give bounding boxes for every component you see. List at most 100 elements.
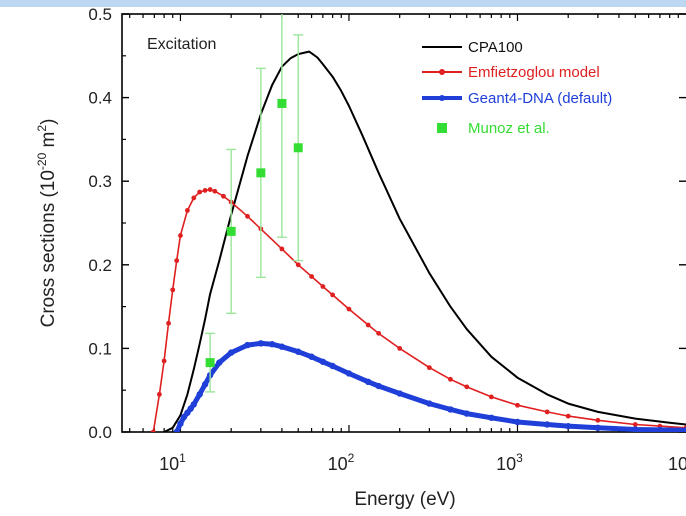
data-point-emfietzoglou-model — [309, 274, 314, 279]
data-point-geant4-dna-default — [329, 362, 336, 370]
series-layer — [150, 14, 686, 432]
data-point-geant4-dna-default — [177, 420, 184, 427]
y-tick-label: 0.1 — [88, 339, 112, 358]
data-point-geant4-dna-default — [426, 400, 433, 407]
data-point-emfietzoglou-model — [221, 193, 226, 199]
data-point-emfietzoglou-model — [330, 292, 336, 298]
data-point-emfietzoglou-model — [191, 195, 197, 201]
x-tick-base: 10 — [496, 454, 516, 474]
data-point-emfietzoglou-model — [166, 320, 171, 326]
data-point-geant4-dna-default — [565, 422, 572, 430]
data-point-emfietzoglou-model — [544, 409, 550, 415]
data-point-emfietzoglou-model — [150, 429, 156, 432]
y-tick-label: 0.0 — [88, 423, 112, 442]
data-point-emfietzoglou-model — [632, 422, 638, 427]
data-point-munoz-et-al — [205, 358, 215, 368]
data-point-munoz-et-al — [226, 226, 236, 236]
x-tick-label: 10 — [668, 454, 686, 474]
window-top-strip — [0, 0, 686, 7]
data-point-geant4-dna-default — [308, 353, 315, 360]
data-point-geant4-dna-default — [227, 349, 235, 356]
data-point-geant4-dna-default — [594, 424, 602, 432]
data-point-emfietzoglou-model — [365, 322, 371, 328]
data-point-emfietzoglou-model — [426, 365, 432, 371]
data-point-geant4-dna-default — [488, 414, 495, 421]
data-point-emfietzoglou-model — [515, 402, 520, 408]
data-point-geant4-dna-default — [278, 343, 286, 350]
legend-marker-munoz-et-al — [437, 123, 447, 133]
legend-label-emfietzoglou-model: Emfietzoglou model — [468, 64, 600, 81]
data-point-emfietzoglou-model — [174, 258, 180, 264]
data-point-emfietzoglou-model — [295, 262, 301, 268]
x-tick-label: 102 — [328, 451, 355, 474]
data-point-geant4-dna-default — [196, 391, 203, 398]
x-tick-label: 101 — [159, 451, 186, 474]
data-point-emfietzoglou-model — [448, 376, 453, 382]
data-point-geant4-dna-default — [543, 421, 551, 428]
y-axis-label-exponent: -20 — [35, 152, 49, 170]
excitation-annotation: Excitation — [147, 36, 216, 53]
data-point-emfietzoglou-model — [161, 358, 167, 364]
data-point-munoz-et-al — [293, 143, 303, 153]
legend-marker-emfietzoglou-model — [439, 69, 445, 75]
data-point-geant4-dna-default — [656, 426, 664, 432]
y-tick-label: 0.4 — [88, 89, 112, 108]
data-point-emfietzoglou-model — [488, 394, 494, 400]
data-point-geant4-dna-default — [295, 348, 302, 355]
data-point-emfietzoglou-model — [156, 391, 162, 397]
x-tick-base: 10 — [159, 454, 179, 474]
data-point-geant4-dna-default — [364, 378, 372, 386]
y-tick-label: 0.5 — [88, 5, 112, 24]
data-point-emfietzoglou-model — [346, 306, 352, 312]
data-point-emfietzoglou-model — [178, 233, 183, 238]
y-tick-label: 0.2 — [88, 256, 112, 275]
plot-frame — [121, 13, 686, 433]
data-point-geant4-dna-default — [396, 390, 403, 397]
y-axis-label: Cross sections (10-20 m2) — [35, 119, 59, 328]
data-point-emfietzoglou-model — [595, 417, 601, 423]
data-point-geant4-dna-default — [463, 410, 470, 417]
y-axis-label-close: ) — [38, 119, 59, 125]
x-tick-base: 10 — [328, 454, 348, 474]
legend-label-munoz-et-al: Munoz et al. — [468, 120, 550, 137]
series-line-cpa100 — [163, 50, 686, 432]
x-tick-base: 10 — [668, 454, 686, 474]
data-point-geant4-dna-default — [319, 358, 327, 365]
data-point-emfietzoglou-model — [397, 346, 403, 351]
legend-marker-geant4-dna-default — [439, 95, 445, 101]
y-axis-label-text: Cross sections (10 — [38, 170, 59, 327]
data-point-emfietzoglou-model — [376, 330, 382, 336]
data-point-emfietzoglou-model — [565, 413, 571, 419]
x-tick-exponent: 2 — [348, 451, 355, 465]
x-tick-label: 103 — [496, 451, 523, 474]
data-point-geant4-dna-default — [632, 426, 639, 432]
data-point-geant4-dna-default — [257, 340, 265, 347]
data-point-geant4-dna-default — [268, 341, 276, 348]
data-point-geant4-dna-default — [447, 406, 454, 413]
data-point-geant4-dna-default — [345, 370, 353, 377]
x-axis-label: Energy (eV) — [354, 489, 455, 510]
legend-label-geant4-dna-default: Geant4-DNA (default) — [468, 90, 612, 107]
data-point-geant4-dna-default — [682, 427, 686, 432]
data-point-geant4-dna-default — [190, 401, 197, 408]
data-point-geant4-dna-default — [173, 428, 180, 432]
data-point-emfietzoglou-model — [464, 384, 470, 390]
legend-label-cpa100: CPA100 — [468, 39, 523, 56]
x-tick-exponent: 1 — [179, 451, 186, 465]
data-point-geant4-dna-default — [375, 382, 382, 390]
data-point-emfietzoglou-model — [320, 284, 326, 289]
data-point-geant4-dna-default — [201, 381, 209, 388]
data-point-emfietzoglou-model — [279, 246, 285, 252]
data-point-emfietzoglou-model — [197, 189, 203, 195]
data-point-emfietzoglou-model — [185, 208, 190, 213]
data-point-geant4-dna-default — [216, 359, 223, 366]
data-point-emfietzoglou-model — [245, 213, 250, 219]
data-point-emfietzoglou-model — [207, 187, 213, 192]
series-line-geant4-dna-default — [174, 340, 686, 432]
data-point-emfietzoglou-model — [202, 187, 208, 193]
y-tick-label: 0.3 — [88, 172, 112, 191]
series-line-emfietzoglou-model — [152, 188, 686, 432]
data-point-munoz-et-al — [277, 98, 287, 108]
